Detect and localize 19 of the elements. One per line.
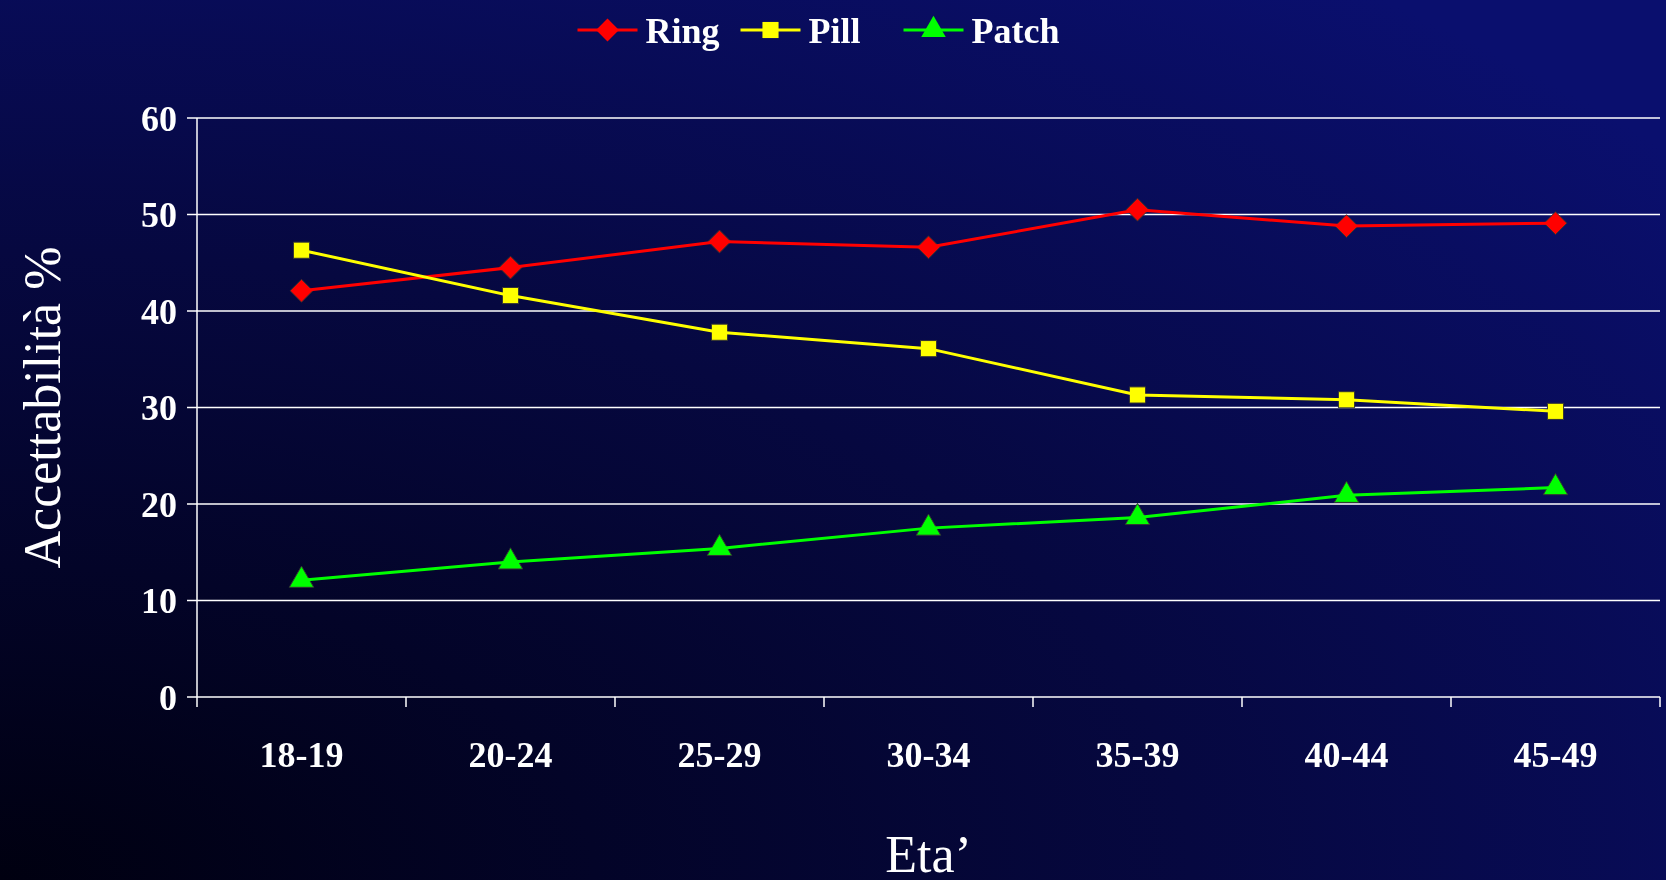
y-tick-label: 60 [141, 98, 177, 139]
x-tick-label: 20-24 [468, 735, 553, 775]
legend-label: Pill [808, 10, 861, 51]
y-tick-label: 40 [141, 291, 177, 332]
legend-label: Patch [971, 10, 1060, 51]
y-tick-label: 20 [141, 484, 177, 525]
x-tick-label: 18-19 [259, 735, 344, 775]
x-axis-title: Eta’ [885, 826, 972, 880]
y-tick-label: 50 [141, 195, 177, 236]
x-tick-label: 45-49 [1513, 735, 1598, 775]
y-tick-label: 30 [141, 388, 177, 429]
x-tick-label: 25-29 [677, 735, 762, 775]
y-tick-label: 0 [159, 677, 177, 718]
legend-label: Ring [645, 10, 720, 51]
x-tick-label: 35-39 [1095, 735, 1180, 775]
x-tick-label: 40-44 [1304, 735, 1389, 775]
x-tick-label: 30-34 [886, 735, 971, 775]
y-axis-title: Accettabilità % [14, 246, 71, 569]
y-tick-label: 10 [141, 581, 177, 622]
